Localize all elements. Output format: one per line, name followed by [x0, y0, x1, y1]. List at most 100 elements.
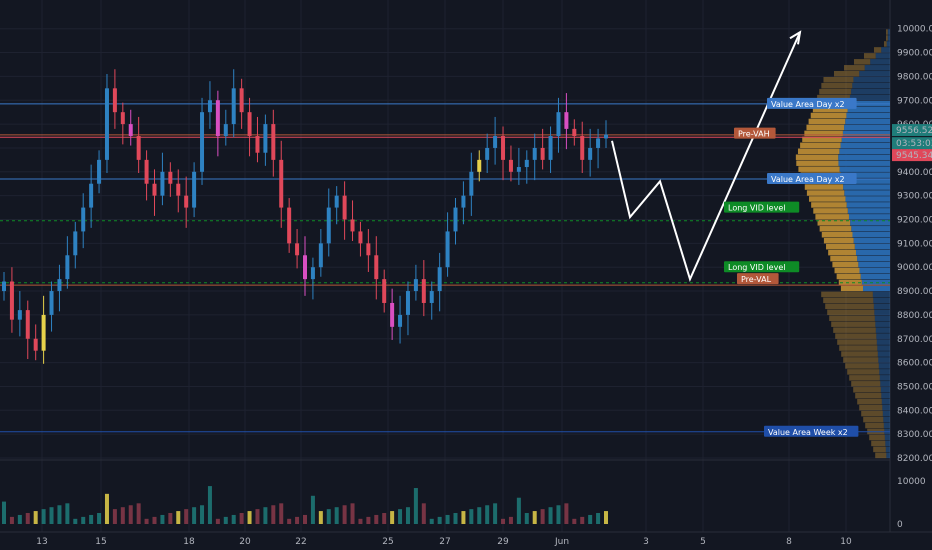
candle-body — [326, 207, 331, 244]
profile-bar-down — [800, 142, 841, 149]
candle-body — [33, 338, 38, 351]
candle-body — [366, 243, 371, 256]
label-value-area-week: Value Area Week x2 — [768, 428, 848, 437]
price-axis[interactable]: 10000.009900.009800.009700.009600.009500… — [892, 25, 932, 464]
candle-body — [239, 88, 244, 113]
volume-bar — [310, 495, 315, 524]
volume-bar — [596, 513, 601, 524]
profile-bar-down — [832, 261, 859, 268]
label-value-area-day-top: Value Area Day x2 — [771, 100, 845, 109]
label-value-area-day-top-bg — [767, 97, 857, 109]
profile-bar-up — [864, 65, 890, 71]
price-tick-label: 8300.00 — [897, 430, 932, 440]
volume-bar — [81, 516, 86, 524]
profile-bar-up — [880, 381, 890, 387]
profile-bar-up — [843, 184, 890, 190]
candle-body — [17, 310, 22, 320]
time-tick-label: 27 — [439, 537, 450, 547]
price-tick-label: 8400.00 — [897, 406, 932, 416]
profile-bar-up — [847, 106, 890, 113]
label-long-vid-2: Long VID level — [728, 263, 785, 272]
candle-body — [9, 281, 14, 320]
volume-bar — [382, 513, 387, 524]
candle-body — [374, 255, 379, 280]
price-tick-label: 9300.00 — [897, 192, 932, 202]
volume-bar — [17, 514, 22, 524]
candle-body — [429, 291, 434, 303]
volume-bar — [184, 509, 189, 524]
profile-bar-down — [806, 190, 845, 196]
profile-bar-up — [884, 434, 890, 441]
profile-bar-up — [875, 321, 890, 327]
candle-body — [445, 231, 450, 268]
price-tick-label: 8800.00 — [897, 311, 932, 321]
profile-bar-up — [852, 82, 890, 89]
volume-bar — [461, 511, 466, 524]
profile-bar-down — [826, 243, 855, 250]
profile-bar-down — [815, 214, 849, 220]
profile-bar-down — [813, 208, 848, 214]
profile-bar-down — [823, 76, 854, 83]
candle-body — [437, 267, 442, 292]
profile-bar-up — [882, 410, 890, 417]
profile-bar-up — [886, 452, 890, 459]
candle-body — [334, 195, 339, 208]
price-tick-label: 8500.00 — [897, 382, 932, 392]
volume-bar — [453, 513, 458, 524]
countdown-tag: 03:53:03 — [896, 139, 932, 149]
volume-bar — [200, 505, 205, 524]
profile-bar-down — [839, 345, 878, 351]
profile-bar-up — [853, 76, 890, 83]
volume-bar — [176, 511, 181, 524]
candle-body — [192, 171, 197, 208]
profile-bar-down — [838, 279, 862, 286]
profile-bar-down — [819, 226, 852, 232]
volume-bar — [57, 505, 62, 524]
profile-bar-down — [874, 47, 882, 53]
profile-bar-down — [871, 440, 886, 447]
profile-bar-up — [886, 41, 890, 47]
profile-bar-up — [848, 214, 890, 220]
volume-bar — [588, 514, 593, 524]
volume-bar — [532, 511, 537, 524]
volume-bar — [89, 514, 94, 524]
profile-bar-down — [841, 351, 878, 357]
profile-bar-down — [833, 327, 876, 333]
time-tick-label: 18 — [183, 537, 195, 547]
volume-bar — [160, 514, 165, 524]
profile-bar-up — [854, 243, 890, 250]
profile-bar-up — [875, 327, 890, 333]
candle-body — [469, 171, 474, 196]
candle-body — [413, 279, 418, 292]
candle-body — [501, 136, 506, 160]
profile-bar-down — [829, 315, 875, 321]
profile-bar-up — [881, 398, 890, 405]
price-tick-label: 9700.00 — [897, 96, 932, 106]
profile-bar-down — [851, 381, 881, 387]
volume-bar — [572, 518, 577, 524]
time-tick-label: 13 — [36, 537, 47, 547]
profile-bar-up — [850, 220, 890, 226]
profile-bar-up — [885, 440, 890, 447]
profile-bar-down — [828, 249, 856, 256]
volume-bar — [508, 516, 513, 524]
volume-bar — [524, 513, 529, 524]
time-axis[interactable]: 13 15 18 20 22 25 27 29 Jun 3 5 8 10 — [36, 537, 852, 547]
candle-body — [81, 207, 86, 232]
candle-body — [524, 159, 529, 168]
candle-body — [485, 147, 490, 160]
profile-bar-down — [830, 255, 858, 262]
candle-body — [136, 136, 141, 160]
profile-bar-down — [840, 285, 863, 292]
candle-body — [421, 279, 426, 303]
profile-bar-up — [852, 232, 890, 238]
profile-bar-down — [804, 184, 844, 190]
profile-bar-down — [834, 71, 860, 77]
profile-bar-up — [846, 112, 890, 119]
label-pre-vah: Pre-VAH — [738, 130, 770, 139]
profile-bar-down — [806, 124, 845, 131]
profile-bar-up — [849, 94, 890, 101]
profile-bar-down — [797, 148, 840, 155]
candle-body — [263, 124, 268, 153]
